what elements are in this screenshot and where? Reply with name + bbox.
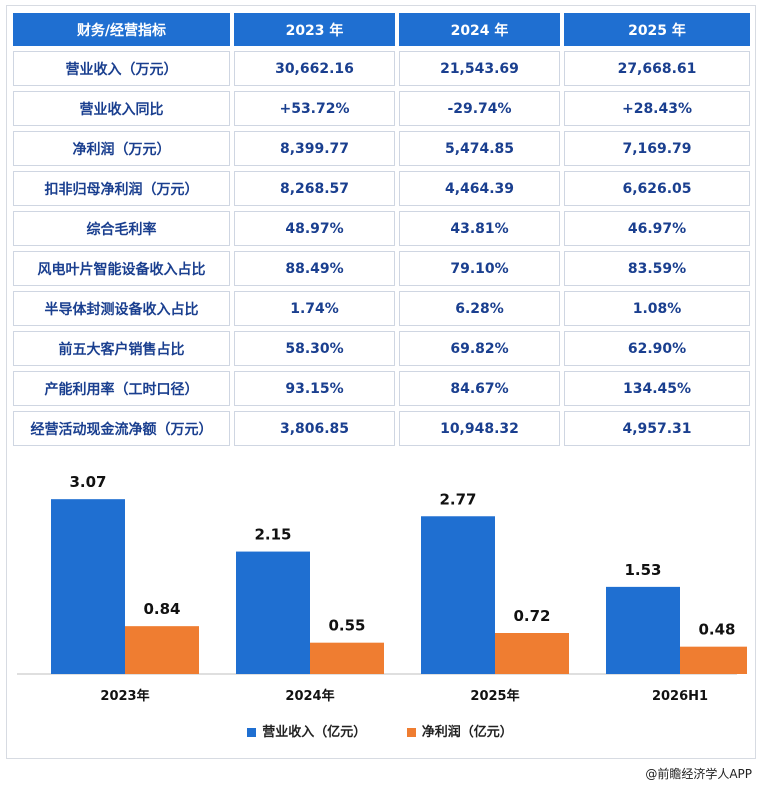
bar-profit xyxy=(495,633,569,674)
value-cell: 8,268.57 xyxy=(234,171,395,206)
bar-revenue xyxy=(236,551,310,674)
data-label: 0.55 xyxy=(328,617,365,635)
value-cell: 21,543.69 xyxy=(399,51,560,86)
value-cell: 93.15% xyxy=(234,371,395,406)
bar-revenue xyxy=(51,499,125,674)
data-label: 2.77 xyxy=(439,490,476,508)
value-cell: 6.28% xyxy=(399,291,560,326)
metric-label-cell: 风电叶片智能设备收入占比 xyxy=(13,251,230,286)
header-cell: 2023 年 xyxy=(234,13,395,46)
value-cell: 27,668.61 xyxy=(564,51,750,86)
value-cell: 1.08% xyxy=(564,291,750,326)
value-cell: 83.59% xyxy=(564,251,750,286)
x-tick-label: 2024年 xyxy=(285,688,334,704)
table-row: 经营活动现金流净额（万元） 3,806.85 10,948.32 4,957.31 xyxy=(13,411,750,446)
table-body: 营业收入（万元） 30,662.16 21,543.69 27,668.61 营业收入同… xyxy=(13,51,750,446)
data-label: 2.15 xyxy=(254,526,291,544)
value-cell: 1.74% xyxy=(234,291,395,326)
data-label: 0.48 xyxy=(698,621,735,639)
x-tick-label: 2025年 xyxy=(470,688,519,704)
header-cell: 2024 年 xyxy=(399,13,560,46)
table-row: 净利润（万元） 8,399.77 5,474.85 7,169.79 xyxy=(13,131,750,166)
value-cell: 84.67% xyxy=(399,371,560,406)
value-cell: 3,806.85 xyxy=(234,411,395,446)
metric-label-cell: 前五大客户销售占比 xyxy=(13,331,230,366)
metric-label-cell: 半导体封测设备收入占比 xyxy=(13,291,230,326)
bar-profit xyxy=(680,646,754,674)
value-cell: 30,662.16 xyxy=(234,51,395,86)
value-cell: 8,399.77 xyxy=(234,131,395,166)
value-cell: -29.74% xyxy=(399,91,560,126)
table-header-row: 财务/经营指标 2023 年 2024 年 2025 年 xyxy=(13,13,750,46)
legend-label-revenue: 营业收入（亿元） xyxy=(262,725,367,740)
table-row: 前五大客户销售占比 58.30% 69.82% 62.90% xyxy=(13,331,750,366)
bar-chart: 3.07 0.84 2023年 2.15 0.55 2024年 2.77 0.72 2025年 1… xyxy=(7,452,754,752)
value-cell: 4,957.31 xyxy=(564,411,750,446)
metric-label-cell: 营业收入同比 xyxy=(13,91,230,126)
metric-label-cell: 扣非归母净利润（万元） xyxy=(13,171,230,206)
header-cell: 财务/经营指标 xyxy=(13,13,230,46)
x-tick-label: 2026H1 xyxy=(652,689,708,704)
header-cell: 2025 年 xyxy=(564,13,750,46)
data-label: 1.53 xyxy=(624,561,661,579)
value-cell: 10,948.32 xyxy=(399,411,560,446)
legend-item-revenue: 营业收入（亿元） xyxy=(247,721,366,740)
bar-revenue xyxy=(421,516,495,674)
financial-table: 财务/经营指标 2023 年 2024 年 2025 年 营业收入（万元） 30,… xyxy=(9,8,754,451)
table-row: 半导体封测设备收入占比 1.74% 6.28% 1.08% xyxy=(13,291,750,326)
value-cell: 4,464.39 xyxy=(399,171,560,206)
value-cell: 62.90% xyxy=(564,331,750,366)
metric-label-cell: 营业收入（万元） xyxy=(13,51,230,86)
table-row: 综合毛利率 48.97% 43.81% 46.97% xyxy=(13,211,750,246)
data-label: 0.72 xyxy=(513,607,550,625)
bar-chart-svg: 3.07 0.84 2023年 2.15 0.55 2024年 2.77 0.72 2025年 1… xyxy=(17,473,754,704)
bar-revenue xyxy=(606,586,680,674)
table-row: 风电叶片智能设备收入占比 88.49% 79.10% 83.59% xyxy=(13,251,750,286)
legend-item-profit: 净利润（亿元） xyxy=(406,721,513,740)
table-row: 扣非归母净利润（万元） 8,268.57 4,464.39 6,626.05 xyxy=(13,171,750,206)
value-cell: +28.43% xyxy=(564,91,750,126)
metric-label-cell: 经营活动现金流净额（万元） xyxy=(13,411,230,446)
bar-profit xyxy=(125,626,199,674)
footer-credit: @前瞻经济学人APP xyxy=(645,767,752,781)
legend-swatch-profit xyxy=(406,728,416,737)
value-cell: +53.72% xyxy=(234,91,395,126)
value-cell: 79.10% xyxy=(399,251,560,286)
chart-legend: 营业收入（亿元） 净利润（亿元） xyxy=(0,721,760,740)
data-label: 3.07 xyxy=(69,473,106,491)
value-cell: 134.45% xyxy=(564,371,750,406)
legend-swatch-revenue xyxy=(247,728,257,737)
value-cell: 58.30% xyxy=(234,331,395,366)
table-row: 产能利用率（工时口径） 93.15% 84.67% 134.45% xyxy=(13,371,750,406)
value-cell: 5,474.85 xyxy=(399,131,560,166)
table-row: 营业收入同比 +53.72% -29.74% +28.43% xyxy=(13,91,750,126)
value-cell: 6,626.05 xyxy=(564,171,750,206)
value-cell: 69.82% xyxy=(399,331,560,366)
table-row: 营业收入（万元） 30,662.16 21,543.69 27,668.61 xyxy=(13,51,750,86)
value-cell: 7,169.79 xyxy=(564,131,750,166)
data-label: 0.84 xyxy=(143,600,180,618)
bar-profit xyxy=(310,642,384,674)
x-tick-label: 2023年 xyxy=(100,688,149,704)
value-cell: 43.81% xyxy=(399,211,560,246)
value-cell: 48.97% xyxy=(234,211,395,246)
metric-label-cell: 净利润（万元） xyxy=(13,131,230,166)
legend-label-profit: 净利润（亿元） xyxy=(421,725,513,740)
value-cell: 88.49% xyxy=(234,251,395,286)
metric-label-cell: 综合毛利率 xyxy=(13,211,230,246)
metric-label-cell: 产能利用率（工时口径） xyxy=(13,371,230,406)
value-cell: 46.97% xyxy=(564,211,750,246)
